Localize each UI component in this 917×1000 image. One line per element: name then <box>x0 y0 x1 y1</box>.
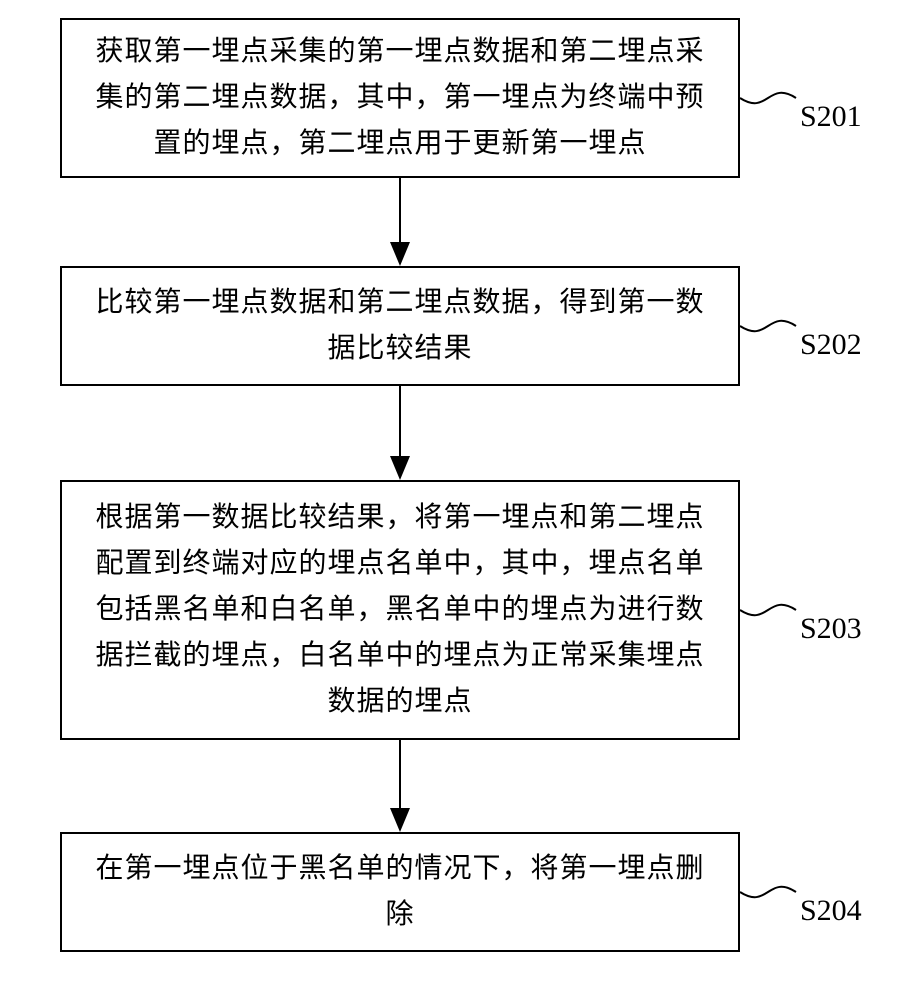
flowchart-node-n4: 在第一埋点位于黑名单的情况下，将第一埋点删除 <box>60 832 740 952</box>
flowchart-node-n1: 获取第一埋点采集的第一埋点数据和第二埋点采集的第二埋点数据，其中，第一埋点为终端… <box>60 18 740 178</box>
label-connector-n3 <box>740 605 796 615</box>
flowchart-node-text: 根据第一数据比较结果，将第一埋点和第二埋点配置到终端对应的埋点名单中，其中，埋点… <box>90 495 710 726</box>
flowchart-node-text: 比较第一埋点数据和第二埋点数据，得到第一数据比较结果 <box>90 280 710 372</box>
flowchart-node-text: 在第一埋点位于黑名单的情况下，将第一埋点删除 <box>90 846 710 938</box>
flowchart-node-n3: 根据第一数据比较结果，将第一埋点和第二埋点配置到终端对应的埋点名单中，其中，埋点… <box>60 480 740 740</box>
label-connector-n4 <box>740 887 796 897</box>
flowchart-step-label-S201: S201 <box>800 100 862 134</box>
flowchart-container: 获取第一埋点采集的第一埋点数据和第二埋点采集的第二埋点数据，其中，第一埋点为终端… <box>0 0 917 1000</box>
flowchart-node-n2: 比较第一埋点数据和第二埋点数据，得到第一数据比较结果 <box>60 266 740 386</box>
flowchart-step-label-S202: S202 <box>800 328 862 362</box>
flowchart-node-text: 获取第一埋点采集的第一埋点数据和第二埋点采集的第二埋点数据，其中，第一埋点为终端… <box>90 29 710 168</box>
label-connector-n2 <box>740 321 796 331</box>
flowchart-step-label-S204: S204 <box>800 894 862 928</box>
flowchart-step-label-S203: S203 <box>800 612 862 646</box>
label-connector-n1 <box>740 93 796 103</box>
